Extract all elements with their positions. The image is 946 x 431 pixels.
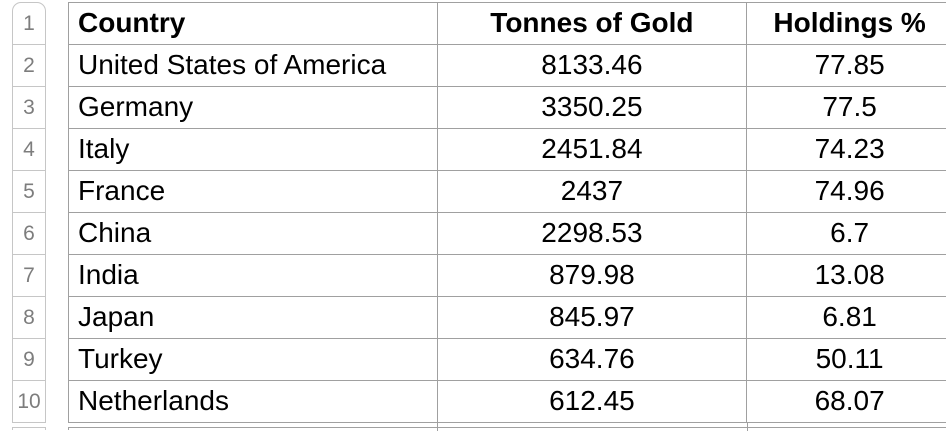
cell-holdings[interactable]: 77.5 [747,87,946,128]
cell-country[interactable]: India [69,255,438,296]
row-number-cell[interactable]: 5 [13,171,45,213]
cell-holdings[interactable]: 77.85 [747,45,946,86]
table-row: India 879.98 13.08 [69,255,946,297]
table-row: Turkey 634.76 50.11 [69,339,946,381]
row-number-cell[interactable]: 8 [13,297,45,339]
cell-holdings[interactable]: 6.81 [747,297,946,338]
header-cell-tonnes-of-gold[interactable]: Tonnes of Gold [438,3,748,44]
cell-tonnes[interactable]: 8133.46 [438,45,748,86]
cell-country[interactable]: France [69,171,438,212]
header-row: Country Tonnes of Gold Holdings % [69,3,946,45]
cell-country[interactable]: Netherlands [69,381,438,422]
row-number-cell[interactable]: 1 [13,3,45,45]
header-cell-country[interactable]: Country [69,3,438,44]
table-row: Germany 3350.25 77.5 [69,87,946,129]
table-row: Japan 845.97 6.81 [69,297,946,339]
cell-holdings[interactable]: 13.08 [747,255,946,296]
row-number-gutter: 1 2 3 4 5 6 7 8 9 10 [12,2,46,423]
row-number-cell[interactable]: 7 [13,255,45,297]
cell-country[interactable]: United States of America [69,45,438,86]
cell-tonnes[interactable]: 612.45 [438,381,748,422]
row-number-cell[interactable]: 9 [13,339,45,381]
table-row: China 2298.53 6.7 [69,213,946,255]
cell-tonnes[interactable]: 3350.25 [438,87,748,128]
cell-tonnes[interactable]: 2298.53 [438,213,748,254]
cell-country[interactable]: Japan [69,297,438,338]
header-cell-holdings-percent[interactable]: Holdings % [747,3,946,44]
cell-country[interactable]: China [69,213,438,254]
cell-tonnes[interactable]: 634.76 [438,339,748,380]
row-number-cell[interactable]: 10 [17,390,41,413]
cell-holdings[interactable]: 74.23 [747,129,946,170]
cell-holdings[interactable]: 74.96 [747,171,946,212]
cell-holdings[interactable]: 68.07 [747,381,946,422]
cell-country[interactable]: Germany [69,87,438,128]
row-number-cell[interactable]: 2 [13,45,45,87]
table-body: United States of America 8133.46 77.85 G… [69,45,946,423]
row-number-cell[interactable]: 4 [13,129,45,171]
row-number-cell[interactable]: 3 [13,87,45,129]
cell-holdings[interactable]: 50.11 [747,339,946,380]
gutter-partial-row [12,427,46,430]
column-divider-stub [747,422,748,427]
table-row: Italy 2451.84 74.23 [69,129,946,171]
row-number-cell[interactable]: 6 [13,213,45,255]
cell-tonnes[interactable]: 845.97 [438,297,748,338]
cell-tonnes[interactable]: 2437 [438,171,748,212]
cell-tonnes[interactable]: 2451.84 [438,129,748,170]
spreadsheet-table: Country Tonnes of Gold Holdings % United… [68,2,946,423]
table-row: United States of America 8133.46 77.85 [69,45,946,87]
cell-country[interactable]: Turkey [69,339,438,380]
table-row: France 2437 74.96 [69,171,946,213]
cell-tonnes[interactable]: 879.98 [438,255,748,296]
column-divider-stub [437,422,438,427]
table-row: Netherlands 612.45 68.07 [69,381,946,423]
cell-country[interactable]: Italy [69,129,438,170]
cell-holdings[interactable]: 6.7 [747,213,946,254]
